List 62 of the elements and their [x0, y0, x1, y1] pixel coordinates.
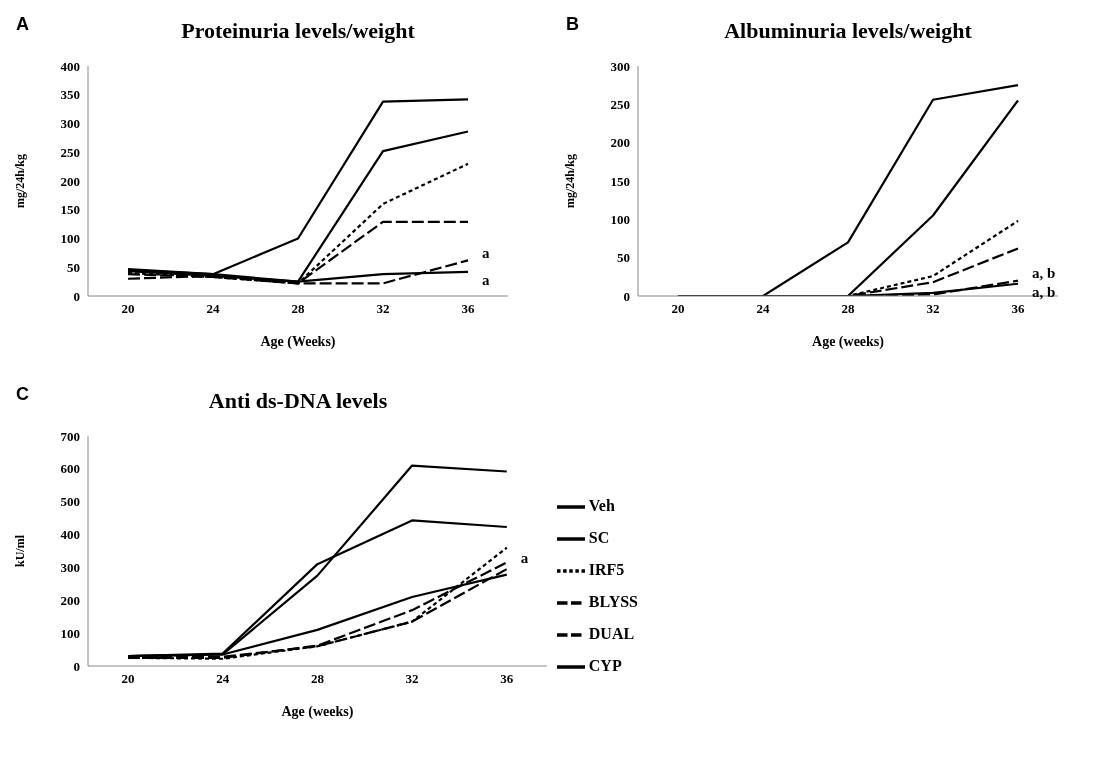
x-tick-label: 20: [121, 301, 135, 317]
y-tick-label: 100: [60, 231, 80, 247]
y-tick-label: 50: [617, 250, 630, 266]
x-tick-label: 36: [461, 301, 475, 317]
legend-label: IRF5: [588, 561, 625, 578]
y-axis-title: mg/24h/kg: [563, 153, 578, 209]
x-tick-label: 20: [671, 301, 685, 317]
annotation: a: [520, 549, 529, 566]
x-tick-label: 28: [310, 671, 325, 687]
legend-label: BLYSS: [588, 593, 638, 610]
y-tick-label: 400: [60, 527, 80, 543]
y-tick-label: 200: [60, 592, 80, 608]
y-tick-label: 300: [60, 560, 80, 576]
text: C: [16, 384, 29, 405]
legend-label: DUAL: [588, 625, 635, 642]
x-tick-label: 24: [756, 301, 770, 317]
y-axis-title: kU/ml: [13, 534, 28, 568]
x-tick-label: 24: [216, 671, 230, 687]
y-tick-label: 200: [60, 173, 80, 189]
y-tick-label: 600: [60, 461, 80, 477]
x-tick-label: 36: [500, 671, 514, 687]
y-tick-label: 150: [610, 173, 630, 189]
y-tick-label: 0: [73, 658, 80, 674]
y-tick-label: 400: [60, 58, 80, 74]
x-tick-label: 28: [841, 301, 855, 317]
legend-label: CYP: [588, 657, 622, 674]
y-tick-label: 200: [610, 135, 630, 151]
legend-label: Veh: [588, 497, 615, 514]
annotation: a: [482, 272, 490, 289]
annotation: a: [482, 244, 490, 261]
x-tick-label: 32: [405, 671, 419, 687]
y-tick-label: 100: [60, 625, 80, 641]
y-tick-label: 300: [610, 58, 630, 74]
text: B: [566, 14, 579, 35]
x-tick-label: 24: [206, 301, 220, 317]
x-axis-title: Age (weeks): [812, 334, 885, 350]
x-axis-title: Age (Weeks): [260, 334, 336, 350]
x-tick-label: 32: [926, 301, 940, 317]
x-tick-label: 32: [376, 301, 390, 317]
y-tick-label: 150: [60, 202, 80, 218]
legend-label: SC: [588, 529, 610, 546]
y-tick-label: 50: [67, 259, 80, 275]
y-tick-label: 700: [60, 428, 80, 444]
y-tick-label: 250: [60, 144, 80, 160]
x-axis-title: Age (weeks): [281, 704, 354, 720]
chart-title: Anti ds-DNA levels: [207, 388, 389, 414]
y-tick-label: 500: [60, 494, 80, 510]
x-tick-label: 36: [1011, 301, 1025, 317]
y-tick-label: 0: [73, 288, 80, 304]
annotation: a, b: [1032, 284, 1056, 301]
y-tick-label: 300: [60, 116, 80, 132]
y-tick-label: 0: [623, 288, 630, 304]
annotation: a, b: [1032, 264, 1056, 281]
x-tick-label: 28: [291, 301, 305, 317]
chart-title: Albuminuria levels/weight: [723, 18, 973, 44]
x-tick-label: 20: [121, 671, 135, 687]
text: A: [16, 14, 29, 35]
y-tick-label: 100: [610, 211, 630, 227]
y-tick-label: 350: [60, 87, 80, 103]
y-tick-label: 250: [610, 96, 630, 112]
y-axis-title: mg/24h/kg: [13, 153, 28, 209]
chart-title: Proteinuria levels/weight: [180, 18, 416, 44]
